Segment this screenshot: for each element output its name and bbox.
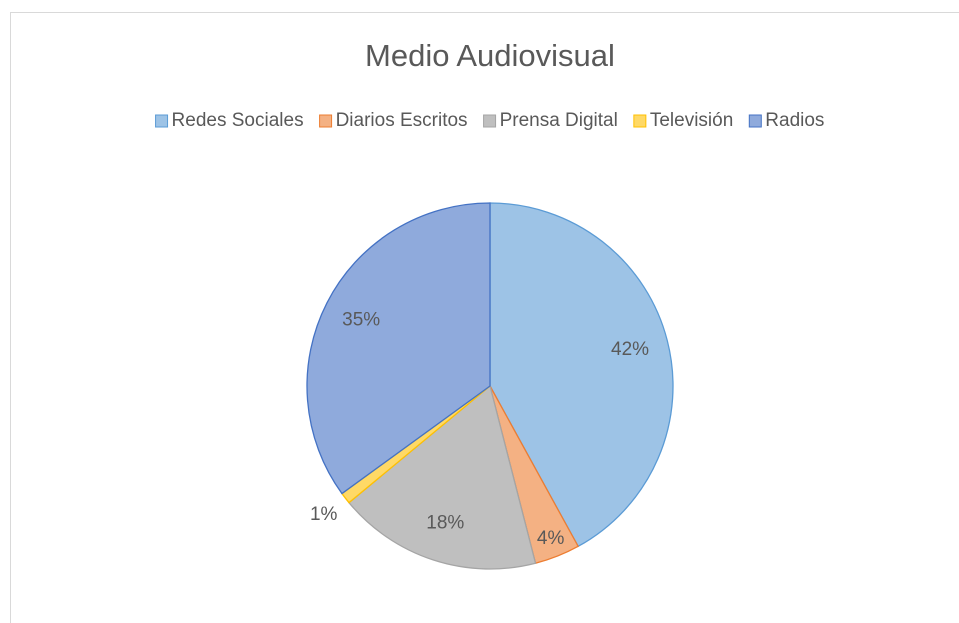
pie-slice: [348, 384, 537, 570]
legend-swatch: [748, 114, 762, 128]
data-label: 1%: [310, 504, 338, 525]
chart-title: Medio Audiovisual: [365, 38, 615, 73]
legend-label: Prensa Digital: [500, 110, 618, 131]
pie-slice: [306, 202, 491, 495]
data-label: 4%: [537, 528, 565, 549]
legend: Redes Sociales Diarios Escritos Prensa Dig…: [155, 110, 824, 131]
legend-swatch: [319, 114, 333, 128]
data-label: 18%: [426, 513, 464, 534]
data-label: 42%: [611, 339, 649, 360]
legend-swatch: [633, 114, 647, 128]
legend-label: Radios: [765, 110, 824, 131]
legend-label: Diarios Escritos: [336, 110, 468, 131]
legend-label: Redes Sociales: [172, 110, 304, 131]
pie-slice: [489, 202, 674, 548]
legend-swatch: [483, 114, 497, 128]
data-label: 35%: [342, 309, 380, 330]
legend-label: Televisión: [650, 110, 733, 131]
legend-swatch: [155, 114, 169, 128]
